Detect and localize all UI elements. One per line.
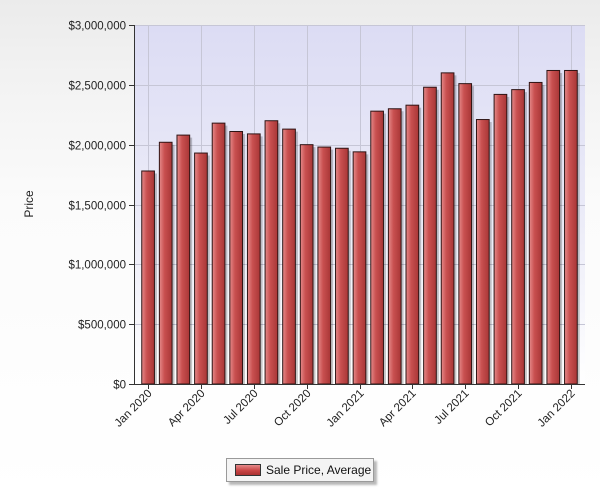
- bar: [282, 128, 296, 385]
- bar: [335, 147, 349, 385]
- y-tick-label: $2,500,000: [68, 81, 126, 93]
- bar: [317, 146, 332, 385]
- bar: [458, 83, 473, 385]
- bar: [387, 108, 402, 385]
- x-tick-label: Jul 2021: [432, 388, 471, 427]
- x-tick-label: Jul 2020: [221, 388, 260, 427]
- y-tick-label: $1,000,000: [68, 260, 126, 272]
- bar: [405, 104, 420, 385]
- x-tick-label: Oct 2021: [483, 388, 524, 429]
- x-tick-label: Apr 2020: [166, 388, 207, 429]
- bar: [194, 152, 208, 385]
- bar: [493, 93, 508, 385]
- bar: [141, 170, 155, 385]
- legend-label: Sale Price, Average: [266, 463, 372, 477]
- y-tick-label: $3,000,000: [68, 21, 126, 33]
- bar: [440, 72, 455, 385]
- y-axis-title: Price: [22, 190, 36, 218]
- y-tick-label: $500,000: [78, 320, 126, 332]
- bar: [475, 119, 490, 385]
- bar: [299, 144, 314, 385]
- x-tick-label: Jan 2020: [113, 388, 155, 430]
- x-tick-label: Jan 2022: [536, 388, 578, 430]
- bar: [158, 141, 173, 385]
- x-tick-label: Jan 2021: [325, 388, 367, 430]
- bar: [176, 134, 191, 385]
- y-tick-label: $2,000,000: [68, 141, 126, 153]
- y-tick-label: $0: [113, 380, 126, 392]
- bar: [352, 151, 367, 385]
- x-tick-label: Oct 2020: [272, 388, 313, 429]
- bar: [370, 110, 384, 385]
- bar: [546, 69, 561, 385]
- bar: [229, 131, 244, 385]
- y-tick-label: $1,500,000: [68, 201, 126, 213]
- bar: [211, 122, 226, 385]
- bar: [528, 81, 543, 385]
- x-tick-label: Apr 2021: [377, 388, 418, 429]
- legend: Sale Price, Average: [226, 458, 374, 482]
- legend-swatch: [235, 464, 261, 476]
- bar: [564, 69, 578, 385]
- bar: [511, 89, 525, 385]
- bar: [423, 86, 437, 385]
- bar: [246, 133, 261, 385]
- bar: [264, 120, 279, 385]
